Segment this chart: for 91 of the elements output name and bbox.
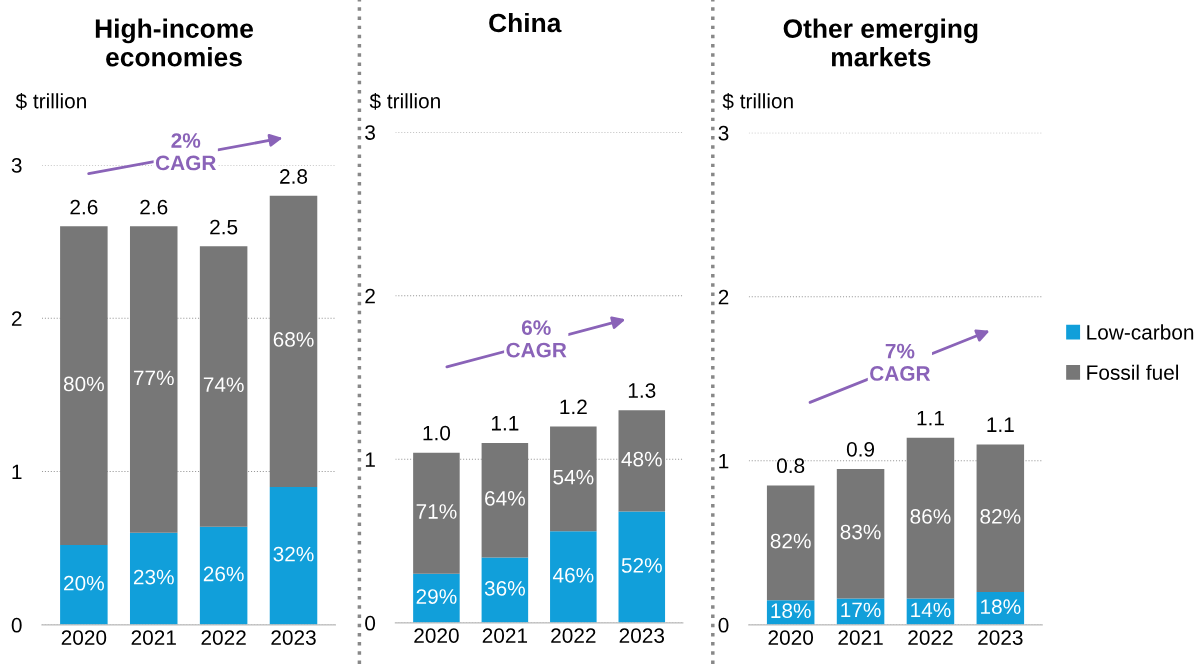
total-label: 1.1: [917, 411, 944, 426]
bar: [199, 526, 248, 625]
x-tick-label: 2020: [768, 630, 814, 645]
annotation: 18%: [771, 603, 811, 619]
y-tick-label: 2: [365, 288, 375, 304]
annotation: 64%: [485, 491, 525, 506]
annotation: 20%: [64, 575, 104, 591]
bar: [413, 573, 460, 623]
bar: [481, 557, 529, 623]
total-label: 1.0: [423, 425, 451, 441]
bar: [199, 246, 248, 527]
total-label: 2.8: [280, 169, 308, 184]
x-tick-label: 2023: [619, 628, 665, 643]
y-tick-label: 0: [11, 617, 22, 633]
chart-title: China: [489, 12, 562, 33]
y-axis-title: $ trillion: [369, 92, 440, 110]
annotation: 46%: [552, 567, 594, 583]
x-tick-label: 2020: [414, 628, 459, 643]
annotation: 82%: [980, 509, 1021, 524]
total-label: 0.8: [777, 458, 805, 474]
bar: [618, 410, 666, 512]
annotation: 6% CAGR: [506, 320, 567, 358]
bar: [618, 511, 666, 623]
annotation: 83%: [840, 524, 881, 540]
total-label: 1.2: [560, 399, 587, 415]
annotation: 23%: [133, 569, 174, 585]
bar: [550, 531, 597, 623]
x-tick-label: 2020: [61, 630, 107, 645]
bar: [481, 442, 529, 558]
bar: [60, 545, 108, 625]
bar: [836, 469, 885, 599]
y-axis-title: $ trillion: [15, 92, 86, 110]
total-label: 0.9: [846, 441, 875, 457]
annotation: 26%: [203, 566, 244, 582]
total-label: 2.6: [140, 199, 168, 215]
annotation: 82%: [770, 533, 811, 549]
x-tick-label: 2022: [908, 630, 953, 645]
y-tick-label: 3: [365, 125, 375, 140]
annotation: 2% CAGR: [155, 133, 216, 171]
bar: [129, 226, 178, 533]
y-tick-label: 0: [718, 617, 729, 633]
x-tick-label: 2022: [551, 628, 596, 643]
annotation: 14%: [911, 602, 951, 618]
annotation: 86%: [910, 509, 951, 524]
x-tick-label: 2021: [131, 630, 176, 645]
annotation: 71%: [416, 504, 457, 519]
legend-label: Fossil fuel: [1087, 364, 1179, 380]
x-tick-label: 2021: [838, 630, 883, 645]
annotation: 32%: [273, 546, 314, 562]
y-tick-label: 0: [365, 615, 376, 631]
annotation: 54%: [553, 469, 594, 485]
chart-title: High-income economies: [95, 18, 254, 67]
bar: [269, 195, 318, 487]
y-axis-title: $ trillion: [722, 92, 793, 110]
bar: [60, 226, 108, 546]
legend-label: Low-carbon: [1087, 324, 1194, 340]
x-tick-label: 2023: [978, 630, 1023, 645]
y-tick-label: 1: [719, 454, 729, 469]
total-label: 1.3: [628, 383, 656, 398]
x-tick-label: 2022: [201, 630, 246, 645]
y-tick-label: 1: [12, 464, 22, 480]
annotation: 52%: [621, 558, 662, 573]
bar: [906, 437, 955, 599]
y-tick-label: 3: [718, 125, 729, 141]
bar: [269, 486, 318, 625]
annotation: 74%: [203, 377, 244, 392]
bar: [766, 485, 815, 601]
y-tick-label: 3: [11, 158, 22, 173]
y-tick-label: 2: [11, 311, 22, 326]
total-label: 1.1: [491, 416, 519, 431]
annotation: 29%: [416, 589, 457, 604]
annotation: 80%: [63, 376, 104, 392]
y-tick-label: 1: [365, 452, 375, 467]
total-label: 1.1: [987, 417, 1014, 432]
annotation: 68%: [273, 332, 314, 347]
x-tick-label: 2023: [271, 630, 316, 645]
annotation: 77%: [133, 370, 174, 386]
y-tick-label: 2: [718, 289, 729, 305]
x-tick-label: 2021: [482, 628, 528, 643]
annotation: 18%: [981, 599, 1021, 615]
annotation: 48%: [621, 451, 662, 467]
bar: [976, 444, 1025, 593]
bar: [129, 532, 178, 625]
annotation: 36%: [484, 580, 525, 596]
total-label: 2.6: [70, 199, 98, 215]
annotation: 17%: [841, 602, 881, 618]
chart-title: Other emerging markets: [783, 18, 978, 67]
bar: [413, 452, 460, 574]
annotation: 7% CAGR: [870, 343, 931, 381]
total-label: 2.5: [210, 219, 238, 235]
bar: [550, 426, 597, 532]
